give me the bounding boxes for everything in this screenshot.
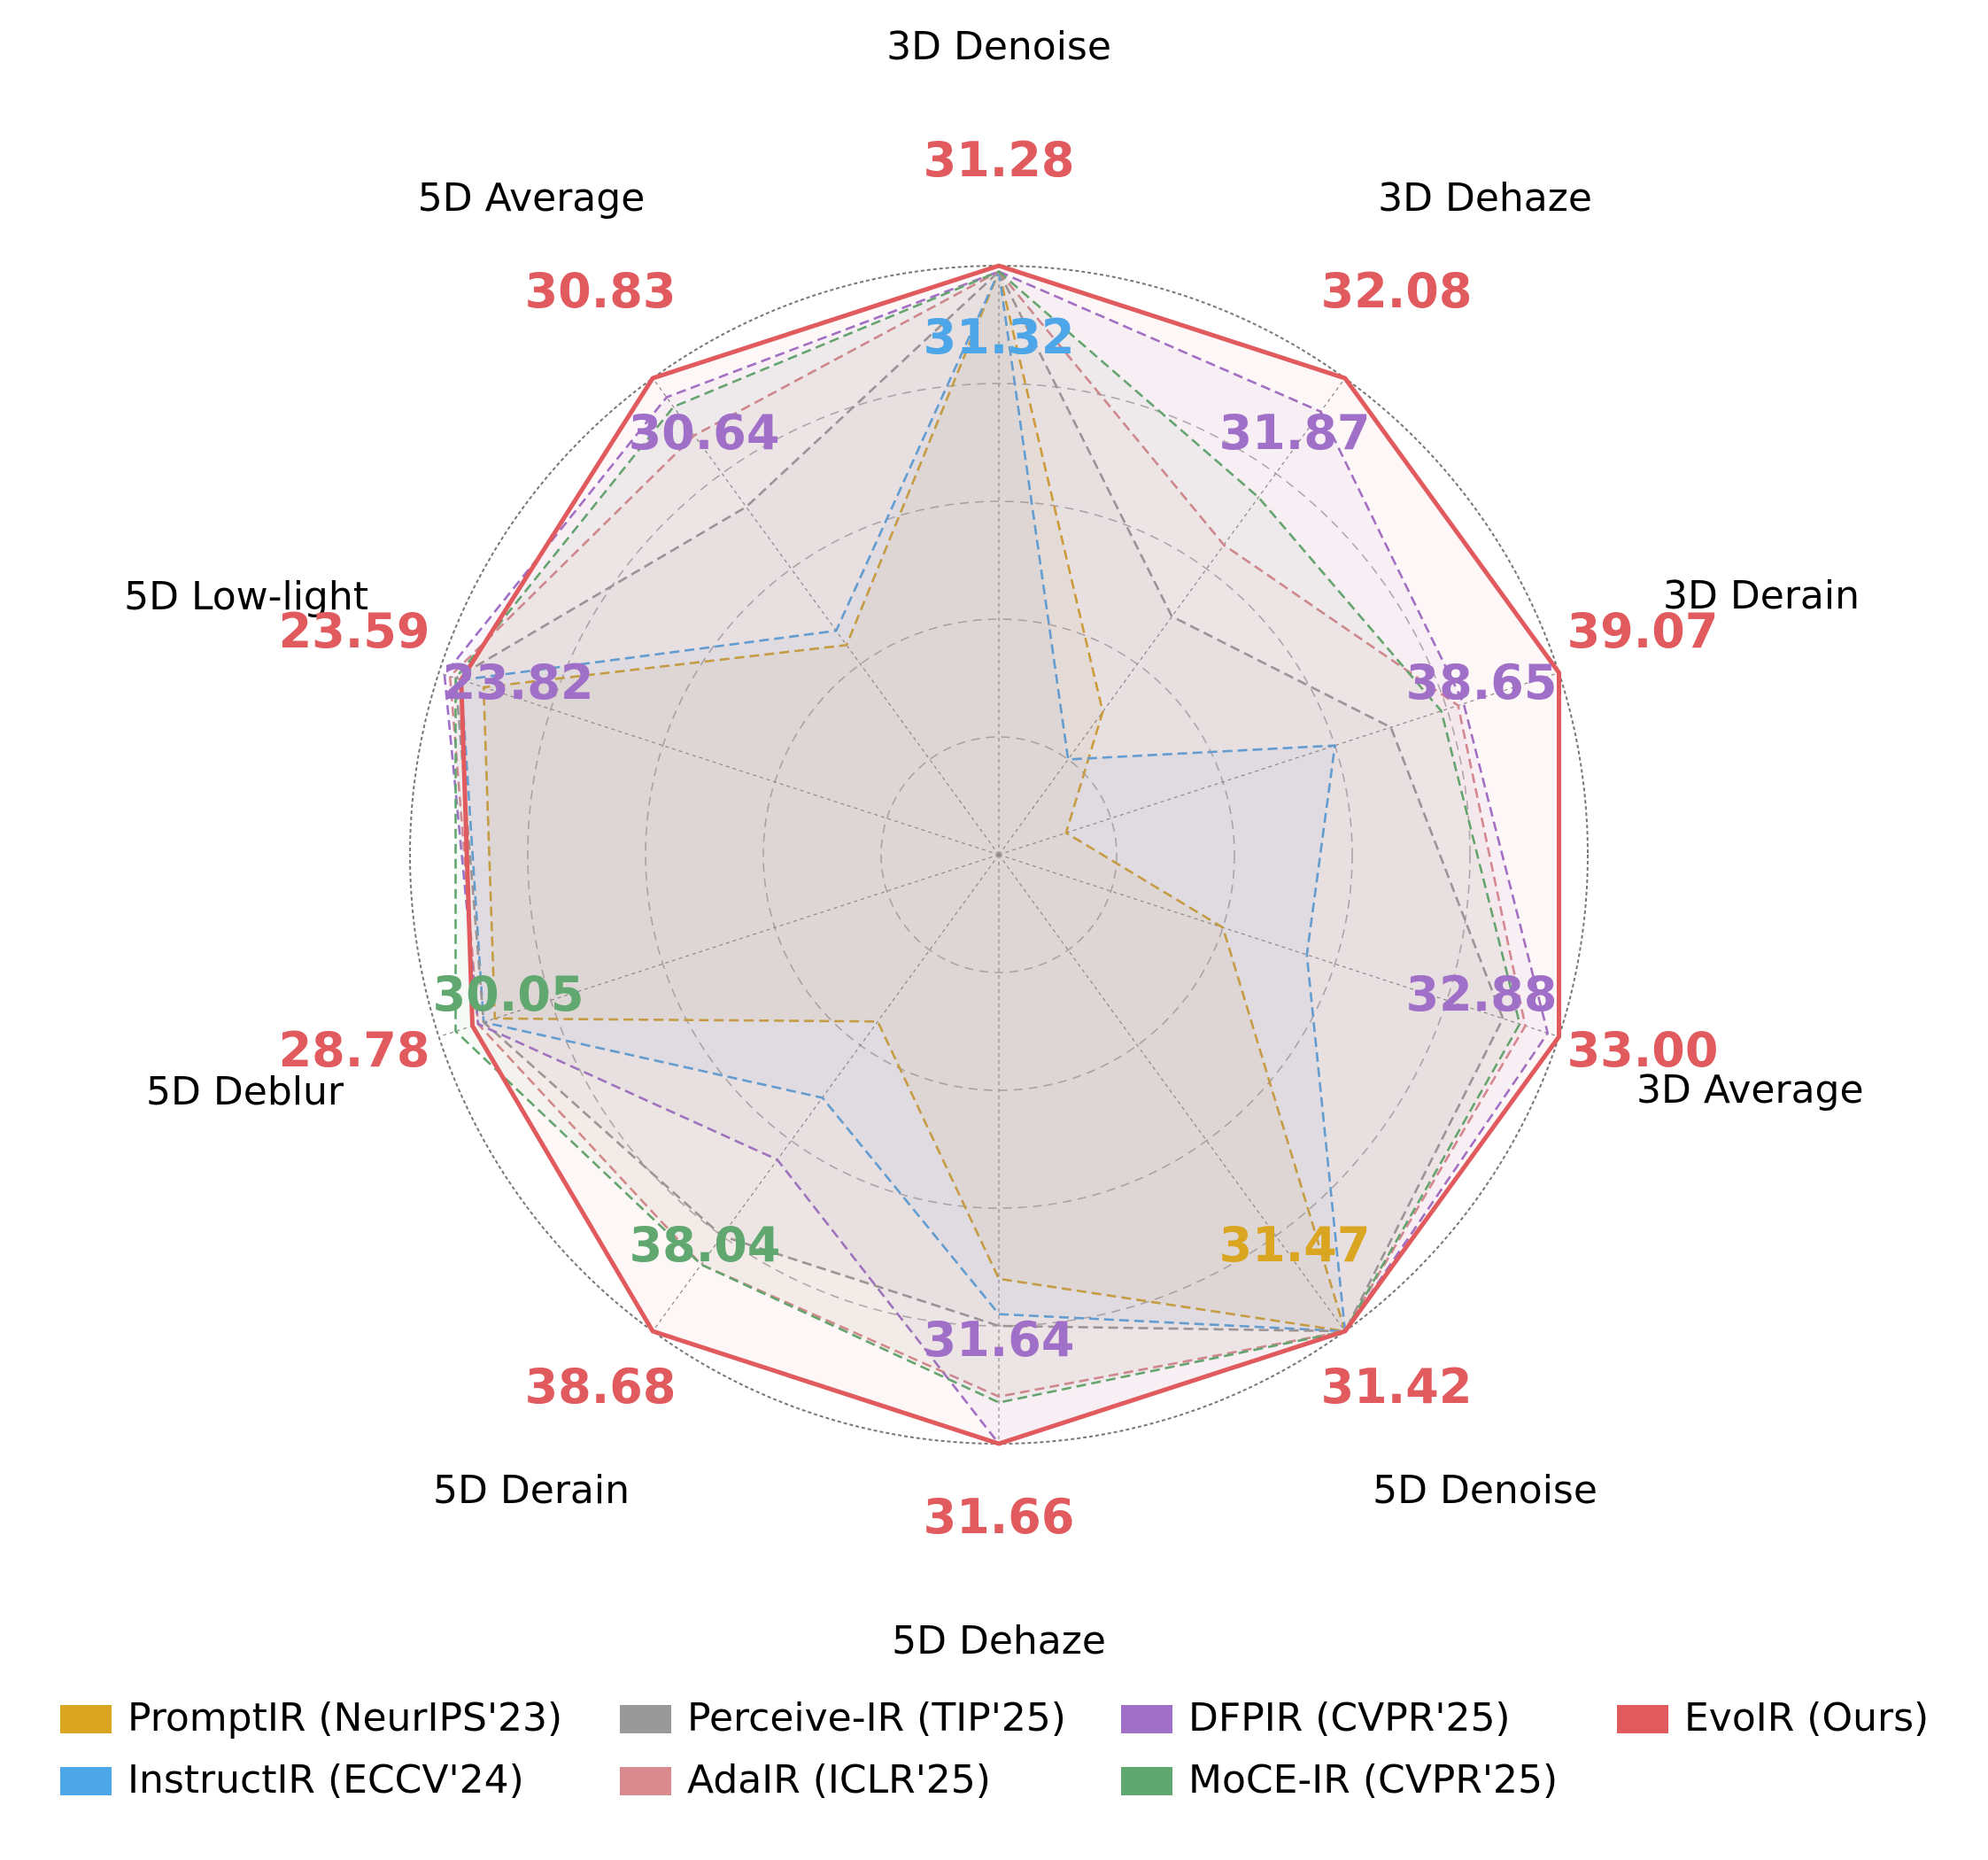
- series-instructir-eccv-24: [460, 270, 1347, 1333]
- axis-label-5d-derain: 5D Derain: [433, 1468, 630, 1513]
- radar-grid: [409, 265, 1589, 1445]
- value-label-second-5d-denoise: 31.47: [1219, 1217, 1371, 1273]
- value-label-second-5d-low-light: 23.82: [443, 655, 594, 710]
- value-label-second-3d-denoise: 31.32: [924, 309, 1075, 365]
- axis-spoke-5d-low-light: [438, 671, 1000, 856]
- legend-label-promptir-neurips-23: PromptIR (NeurIPS'23): [128, 1695, 562, 1740]
- legend-swatch-adair-iclr-25: [620, 1767, 671, 1795]
- value-labels: 31.32 31.87 38.65 32.88 31.47 31.64 38.04 30.05…: [279, 132, 1719, 1545]
- legend-swatch-dfpir-cvpr-25: [1121, 1705, 1172, 1733]
- legend-label-adair-iclr-25: AdaIR (ICLR'25): [687, 1757, 991, 1802]
- series-adair-iclr-25: [448, 270, 1527, 1399]
- chart-legend: PromptIR (NeurIPS'23) InstructIR (ECCV'24…: [60, 1695, 1929, 1802]
- value-label-second-5d-average: 30.64: [629, 405, 780, 461]
- value-label-second-5d-derain: 38.04: [630, 1217, 781, 1273]
- legend-label-evoir-ours: EvoIR (Ours): [1684, 1695, 1929, 1740]
- value-label-second-5d-dehaze: 31.64: [924, 1312, 1075, 1368]
- value-label-second-3d-derain: 38.65: [1406, 655, 1558, 710]
- axis-spoke-3d-dehaze: [998, 377, 1346, 856]
- series-promptir-neurips-23: [482, 270, 1347, 1333]
- axis-label-3d-dehaze: 3D Dehaze: [1378, 175, 1592, 221]
- legend-swatch-promptir-neurips-23: [60, 1705, 112, 1733]
- legend-label-instructir-eccv-24: InstructIR (ECCV'24): [128, 1757, 524, 1802]
- value-label-best-3d-derain: 39.07: [1567, 603, 1719, 659]
- series-moce-ir-cvpr-25: [454, 270, 1521, 1404]
- axis-spoke-5d-average: [652, 377, 1000, 856]
- value-label-best-5d-derain: 38.68: [525, 1359, 677, 1414]
- legend-swatch-instructir-eccv-24: [60, 1767, 112, 1795]
- axis-label-5d-dehaze: 5D Dehaze: [892, 1618, 1106, 1663]
- axis-spoke-3d-average: [998, 854, 1559, 1038]
- grid-ring: [645, 500, 1353, 1209]
- value-label-best-5d-low-light: 23.59: [279, 603, 430, 659]
- axis-spoke-5d-derain: [652, 854, 1000, 1332]
- legend-label-perceive-ir-tip-25: Perceive-IR (TIP'25): [687, 1695, 1066, 1740]
- legend-swatch-evoir-ours: [1617, 1705, 1668, 1733]
- legend-swatch-moce-ir-cvpr-25: [1121, 1767, 1172, 1795]
- series-evoir-ours: [459, 263, 1561, 1446]
- axis-label-5d-denoise: 5D Denoise: [1373, 1468, 1597, 1513]
- axis-spoke-5d-denoise: [998, 854, 1346, 1332]
- axis-label-5d-low-light: 5D Low-light: [124, 574, 368, 619]
- value-label-second-3d-dehaze: 31.87: [1219, 405, 1371, 461]
- axis-label-5d-average: 5D Average: [418, 175, 646, 221]
- value-label-second-5d-deblur: 30.05: [433, 966, 584, 1022]
- value-label-best-5d-dehaze: 31.66: [924, 1489, 1075, 1545]
- value-label-best-5d-deblur: 28.78: [279, 1022, 430, 1078]
- axis-label-3d-derain: 3D Derain: [1663, 573, 1860, 618]
- value-label-best-5d-average: 30.83: [525, 263, 677, 319]
- axis-spoke-3d-derain: [998, 671, 1559, 856]
- radar-series: [443, 263, 1561, 1446]
- legend-swatch-perceive-ir-tip-25: [620, 1705, 671, 1733]
- axis-label-3d-denoise: 3D Denoise: [886, 24, 1111, 69]
- legend-label-dfpir-cvpr-25: DFPIR (CVPR'25): [1188, 1695, 1511, 1740]
- value-label-second-3d-average: 32.88: [1406, 966, 1558, 1022]
- value-label-best-5d-denoise: 31.42: [1321, 1359, 1473, 1414]
- axis-labels: 3D Denoise 3D Dehaze 3D Derain 3D Average 5D…: [124, 24, 1863, 1663]
- grid-ring: [880, 736, 1118, 973]
- value-label-best-3d-denoise: 31.28: [924, 132, 1075, 188]
- value-label-best-3d-dehaze: 32.08: [1321, 263, 1473, 319]
- series-perceive-ir-tip-25: [454, 270, 1505, 1333]
- axis-label-3d-average: 3D Average: [1636, 1067, 1864, 1112]
- axis-spoke-5d-deblur: [438, 854, 1000, 1038]
- value-label-best-3d-average: 33.00: [1567, 1022, 1719, 1078]
- legend-label-moce-ir-cvpr-25: MoCE-IR (CVPR'25): [1188, 1757, 1558, 1802]
- axis-label-5d-deblur: 5D Deblur: [146, 1069, 344, 1114]
